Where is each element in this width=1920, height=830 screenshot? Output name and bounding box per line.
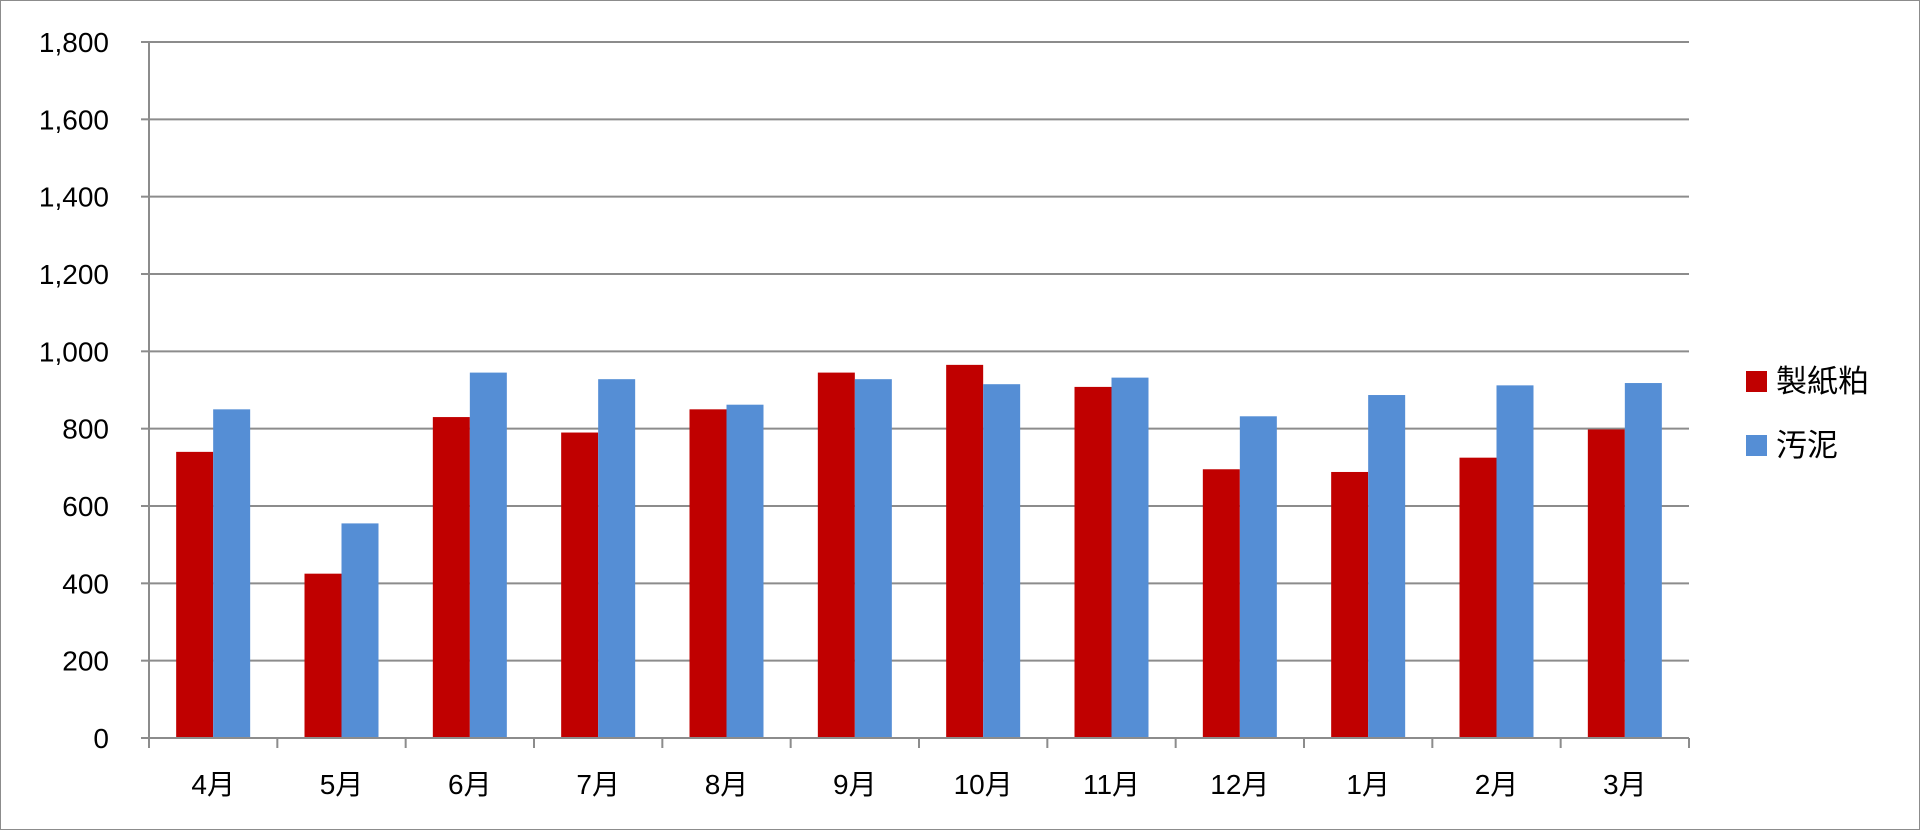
bar-製紙粕-10月: [946, 364, 984, 738]
gridlines: [149, 41, 1689, 662]
bar-製紙粕-9月: [817, 372, 855, 738]
bar-製紙粕-4月: [176, 451, 214, 738]
bar-製紙粕-6月: [432, 417, 470, 738]
bar-汚泥-6月: [469, 372, 507, 738]
y-tick-label: 0: [93, 723, 109, 754]
bar-汚泥-5月: [341, 523, 379, 738]
x-tick-label: 9月: [833, 769, 877, 800]
bar-製紙粕-11月: [1074, 386, 1112, 738]
bars: [176, 364, 1662, 738]
y-tick-label: 1,400: [39, 182, 109, 213]
x-tick-label: 12月: [1210, 769, 1269, 800]
bar-製紙粕-3月: [1587, 429, 1625, 738]
x-tick-label: 6月: [448, 769, 492, 800]
x-axis-tick-labels: 4月 5月 6月 7月 8月 9月 10月 11月 12月 1月 2月 3月: [191, 769, 1646, 800]
bar-製紙粕-7月: [561, 432, 599, 738]
x-tick-label: 7月: [576, 769, 620, 800]
x-tick-label: 2月: [1475, 769, 1519, 800]
legend-label: 製紙粕: [1776, 364, 1869, 400]
bar-製紙粕-2月: [1459, 457, 1497, 738]
x-tick-label: 10月: [954, 769, 1013, 800]
bar-汚泥-11月: [1111, 377, 1149, 738]
legend-swatch: [1746, 435, 1767, 456]
y-tick-label: 1,200: [39, 259, 109, 290]
y-tick-label: 800: [62, 414, 109, 445]
axes: [141, 41, 1690, 748]
bar-汚泥-9月: [854, 379, 892, 738]
bar-汚泥-8月: [726, 404, 764, 738]
bar-製紙粕-8月: [689, 409, 727, 738]
bar-汚泥-2月: [1496, 385, 1534, 738]
y-axis-tick-labels: 0 200 400 600 800 1,000 1,200 1,400 1,600 1,800: [39, 27, 109, 754]
bar-汚泥-1月: [1368, 395, 1406, 738]
y-tick-label: 400: [62, 568, 109, 599]
bar-製紙粕-12月: [1202, 469, 1240, 738]
y-tick-label: 1,000: [39, 336, 109, 367]
x-tick-label: 11月: [1083, 769, 1140, 800]
legend-label: 汚泥: [1776, 428, 1838, 464]
bar-汚泥-10月: [983, 384, 1021, 738]
x-tick-label: 3月: [1603, 769, 1647, 800]
bar-製紙粕-5月: [304, 573, 342, 738]
y-tick-label: 1,600: [39, 104, 109, 135]
bar-製紙粕-1月: [1331, 471, 1369, 738]
bar-汚泥-12月: [1239, 416, 1277, 738]
y-tick-label: 200: [62, 646, 109, 677]
bar-汚泥-3月: [1624, 383, 1662, 738]
x-tick-label: 8月: [705, 769, 749, 800]
x-tick-label: 4月: [191, 769, 235, 800]
legend-swatch: [1746, 371, 1767, 392]
y-tick-label: 1,800: [39, 27, 109, 58]
bar-汚泥-7月: [598, 379, 636, 738]
bar-汚泥-4月: [213, 409, 251, 738]
x-tick-label: 1月: [1346, 769, 1390, 800]
x-tick-label: 5月: [320, 769, 364, 800]
y-tick-label: 600: [62, 491, 109, 522]
